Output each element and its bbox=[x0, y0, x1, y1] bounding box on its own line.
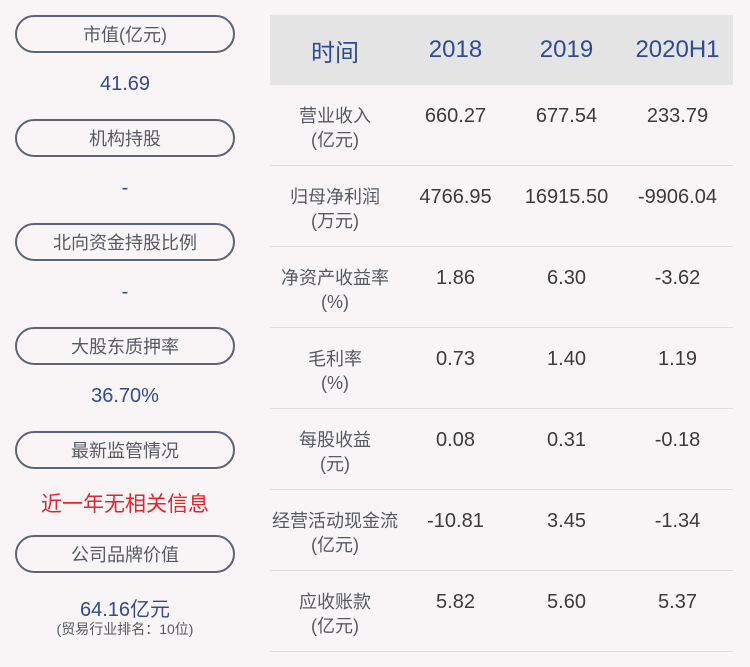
table-row: 应收账款 (亿元) 5.82 5.60 5.37 bbox=[270, 571, 733, 652]
institutional-holding-value: - bbox=[121, 177, 129, 199]
table-row: 归母净利润 (万元) 4766.95 16915.50 -9906.04 bbox=[270, 166, 733, 247]
brand-rank-note: (贸易行业排名：10位) bbox=[56, 621, 194, 637]
cell: 5.60 bbox=[547, 591, 586, 613]
row-label: 净资产收益率 (%) bbox=[281, 268, 389, 312]
table-header: 时间 2018 2019 2020H1 bbox=[270, 15, 733, 85]
pledge-ratio-value: 36.70% bbox=[91, 385, 159, 407]
row-label: 每股收益 (元) bbox=[299, 430, 371, 474]
cell: 1.19 bbox=[658, 348, 697, 370]
row-label: 归母净利润 (万元) bbox=[290, 187, 380, 231]
northbound-ratio-label: 北向资金持股比例 bbox=[15, 223, 235, 261]
cell: 1.40 bbox=[547, 348, 586, 370]
cell: -3.62 bbox=[654, 267, 701, 289]
cell: 3.45 bbox=[547, 510, 586, 532]
cell: 5.82 bbox=[436, 591, 475, 613]
cell: 16915.50 bbox=[524, 186, 609, 208]
market-cap-value: 41.69 bbox=[99, 73, 151, 95]
cell: -1.34 bbox=[654, 510, 701, 532]
cell: 5.37 bbox=[658, 591, 697, 613]
table-row: 毛利率 (%) 0.73 1.40 1.19 bbox=[270, 328, 733, 409]
cell: 0.73 bbox=[436, 348, 475, 370]
cell: -0.18 bbox=[654, 429, 701, 451]
institutional-holding-label: 机构持股 bbox=[15, 119, 235, 157]
brand-value-value: 64.16亿元 bbox=[79, 599, 171, 621]
row-label: 毛利率 (%) bbox=[308, 349, 362, 393]
table-row: 经营活动现金流 (亿元) -10.81 3.45 -1.34 bbox=[270, 490, 733, 571]
regulatory-status-label: 最新监管情况 bbox=[15, 431, 235, 469]
cell: 660.27 bbox=[424, 105, 487, 127]
header-time: 时间 bbox=[311, 39, 359, 67]
row-label: 应收账款 (亿元) bbox=[299, 592, 371, 636]
financial-table: 时间 2018 2019 2020H1 营业收入 (亿元) 660.27 677.… bbox=[270, 15, 733, 652]
pledge-ratio-label: 大股东质押率 bbox=[15, 327, 235, 365]
northbound-ratio-value: - bbox=[121, 281, 129, 303]
header-2020h1: 2020H1 bbox=[635, 36, 720, 63]
cell: -10.81 bbox=[427, 510, 484, 532]
table-row: 净资产收益率 (%) 1.86 6.30 -3.62 bbox=[270, 247, 733, 328]
cell: 4766.95 bbox=[419, 186, 492, 208]
cell: 677.54 bbox=[535, 105, 598, 127]
cell: 0.08 bbox=[436, 429, 475, 451]
cell: 233.79 bbox=[646, 105, 709, 127]
table-row: 每股收益 (元) 0.08 0.31 -0.18 bbox=[270, 409, 733, 490]
cell: 1.86 bbox=[436, 267, 475, 289]
row-label: 营业收入 (亿元) bbox=[299, 106, 371, 150]
market-cap-label: 市值(亿元) bbox=[15, 15, 235, 53]
cell: -9906.04 bbox=[638, 186, 717, 208]
regulatory-status-value: 近一年无相关信息 bbox=[41, 493, 209, 516]
table-row: 营业收入 (亿元) 660.27 677.54 233.79 bbox=[270, 85, 733, 166]
header-2018: 2018 bbox=[428, 36, 483, 63]
row-label: 经营活动现金流 (亿元) bbox=[272, 511, 398, 555]
brand-value-label: 公司品牌价值 bbox=[15, 535, 235, 573]
cell: 0.31 bbox=[547, 429, 586, 451]
cell: 6.30 bbox=[547, 267, 586, 289]
header-2019: 2019 bbox=[539, 36, 594, 63]
